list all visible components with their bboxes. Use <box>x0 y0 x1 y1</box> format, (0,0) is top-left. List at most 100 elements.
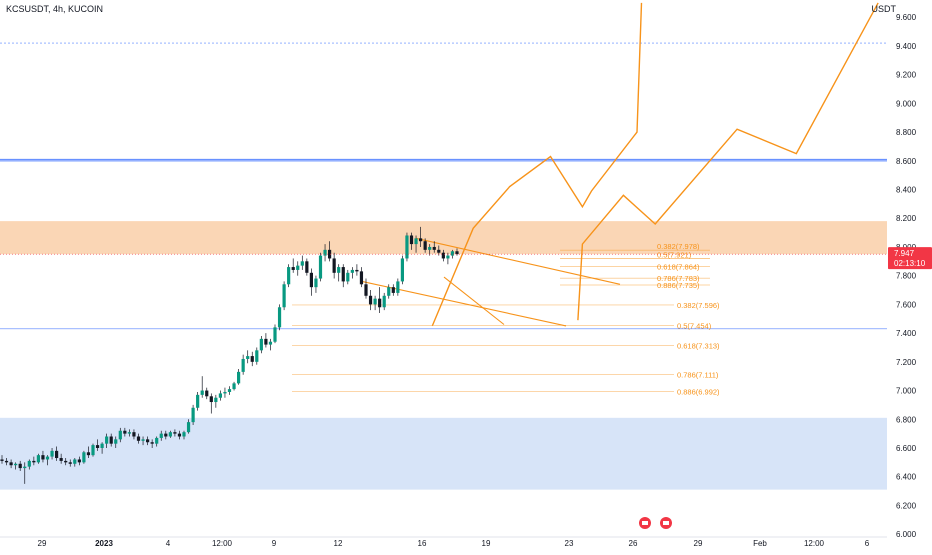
projection-path-a <box>577 2 879 321</box>
candle-body <box>214 397 218 403</box>
candle-body <box>196 394 200 408</box>
candle-body <box>373 298 377 305</box>
candle-body <box>146 439 150 443</box>
candle-body <box>27 460 31 467</box>
candle-body <box>237 371 241 384</box>
candle-body <box>432 246 436 250</box>
candle-body <box>55 450 59 459</box>
candle-body <box>446 255 450 259</box>
event-flag-icon-inner <box>663 521 669 525</box>
candle-body <box>409 235 414 245</box>
candle-body <box>400 258 404 282</box>
y-axis-tick-label: 6.600 <box>896 444 917 453</box>
fib-level-label: 0.886(7.735) <box>657 281 700 290</box>
trendline <box>415 237 621 285</box>
supply-zone <box>0 221 887 255</box>
candle-body <box>332 258 336 273</box>
y-axis-tick-label: 8.400 <box>896 186 917 195</box>
candle-body <box>155 437 159 444</box>
candle-body <box>355 269 359 272</box>
demand-zone <box>0 417 887 490</box>
y-axis-tick-label: 8.800 <box>896 128 917 137</box>
y-axis-tick-label: 7.800 <box>896 272 917 281</box>
price-badge-countdown: 02:13:10 <box>894 259 926 268</box>
candle-body <box>50 450 54 457</box>
candle-body <box>428 246 432 250</box>
x-axis-tick-label: 16 <box>418 539 427 548</box>
event-flag-icon-inner <box>642 521 648 525</box>
candle-body <box>4 460 9 463</box>
candle-body <box>328 249 332 259</box>
x-axis-tick-label: Feb <box>753 539 767 548</box>
fib-level-label: 0.618(7.864) <box>657 262 700 271</box>
y-axis-tick-label: 6.200 <box>896 501 917 510</box>
candle-body <box>273 327 277 342</box>
candle-body <box>305 261 309 273</box>
candle-body <box>182 432 186 437</box>
candle-body <box>378 298 382 308</box>
candle-body <box>64 460 68 463</box>
candle-body <box>259 338 263 351</box>
candle-body <box>223 391 227 394</box>
candle-body <box>86 452 91 456</box>
candle-body <box>296 265 300 270</box>
candle-body <box>323 249 327 256</box>
candle-body <box>32 460 36 463</box>
fib-level-label: 0.5(7.454) <box>677 321 712 330</box>
y-axis-tick-label: 8.600 <box>896 157 917 166</box>
candle-body <box>268 341 273 345</box>
candle-body <box>136 436 141 441</box>
candle-body <box>396 281 400 293</box>
candle-body <box>41 455 45 460</box>
candle-body <box>405 235 409 259</box>
trendline <box>361 280 567 327</box>
candle-body <box>419 238 423 242</box>
fib-level-label: 0.382(7.596) <box>677 301 720 310</box>
x-axis-tick-label: 12:00 <box>212 539 233 548</box>
candle-body <box>441 252 445 259</box>
candle-body <box>277 307 282 328</box>
candle-body <box>14 463 18 466</box>
y-axis-tick-label: 7.200 <box>896 358 917 367</box>
x-axis-tick-label: 29 <box>38 539 47 548</box>
candle-body <box>291 267 295 270</box>
x-axis-tick-label: 19 <box>482 539 491 548</box>
candle-body <box>150 442 154 444</box>
candle-body <box>0 459 4 461</box>
candle-body <box>91 445 95 456</box>
y-axis-tick-label: 7.600 <box>896 300 917 309</box>
candle-body <box>123 430 127 434</box>
candle-body <box>282 284 286 308</box>
candle-body <box>82 452 86 463</box>
candle-body <box>132 432 136 437</box>
candle-body <box>346 272 350 282</box>
candle-body <box>450 251 455 256</box>
currency-label: USDT <box>871 4 897 14</box>
candle-body <box>387 287 391 296</box>
y-axis-tick-label: 9.400 <box>896 42 917 51</box>
candle-body <box>227 389 232 392</box>
y-axis-tick-label: 6.000 <box>896 530 917 539</box>
candle-body <box>105 436 109 444</box>
y-axis-tick-label: 6.800 <box>896 415 917 424</box>
candle-body <box>359 271 364 285</box>
candle-body <box>241 358 245 372</box>
candle-body <box>141 439 145 441</box>
candle-body <box>368 295 373 305</box>
candle-body <box>159 433 163 438</box>
candle-body <box>177 433 182 437</box>
candle-body <box>232 383 236 390</box>
candle-body <box>423 241 427 250</box>
candle-body <box>95 445 100 448</box>
x-axis-tick-label: 23 <box>565 539 574 548</box>
price-badge-value: 7.947 <box>894 249 915 258</box>
candle-body <box>73 459 77 464</box>
y-axis-tick-label: 9.600 <box>896 13 917 22</box>
fib-level-label: 0.886(6.992) <box>677 388 720 397</box>
fib-level-label: 0.5(7.921) <box>657 250 692 259</box>
candle-body <box>314 278 318 288</box>
x-axis-tick-label: 9 <box>272 539 277 548</box>
symbol-title: KCSUSDT, 4h, KUCOIN <box>6 4 104 14</box>
